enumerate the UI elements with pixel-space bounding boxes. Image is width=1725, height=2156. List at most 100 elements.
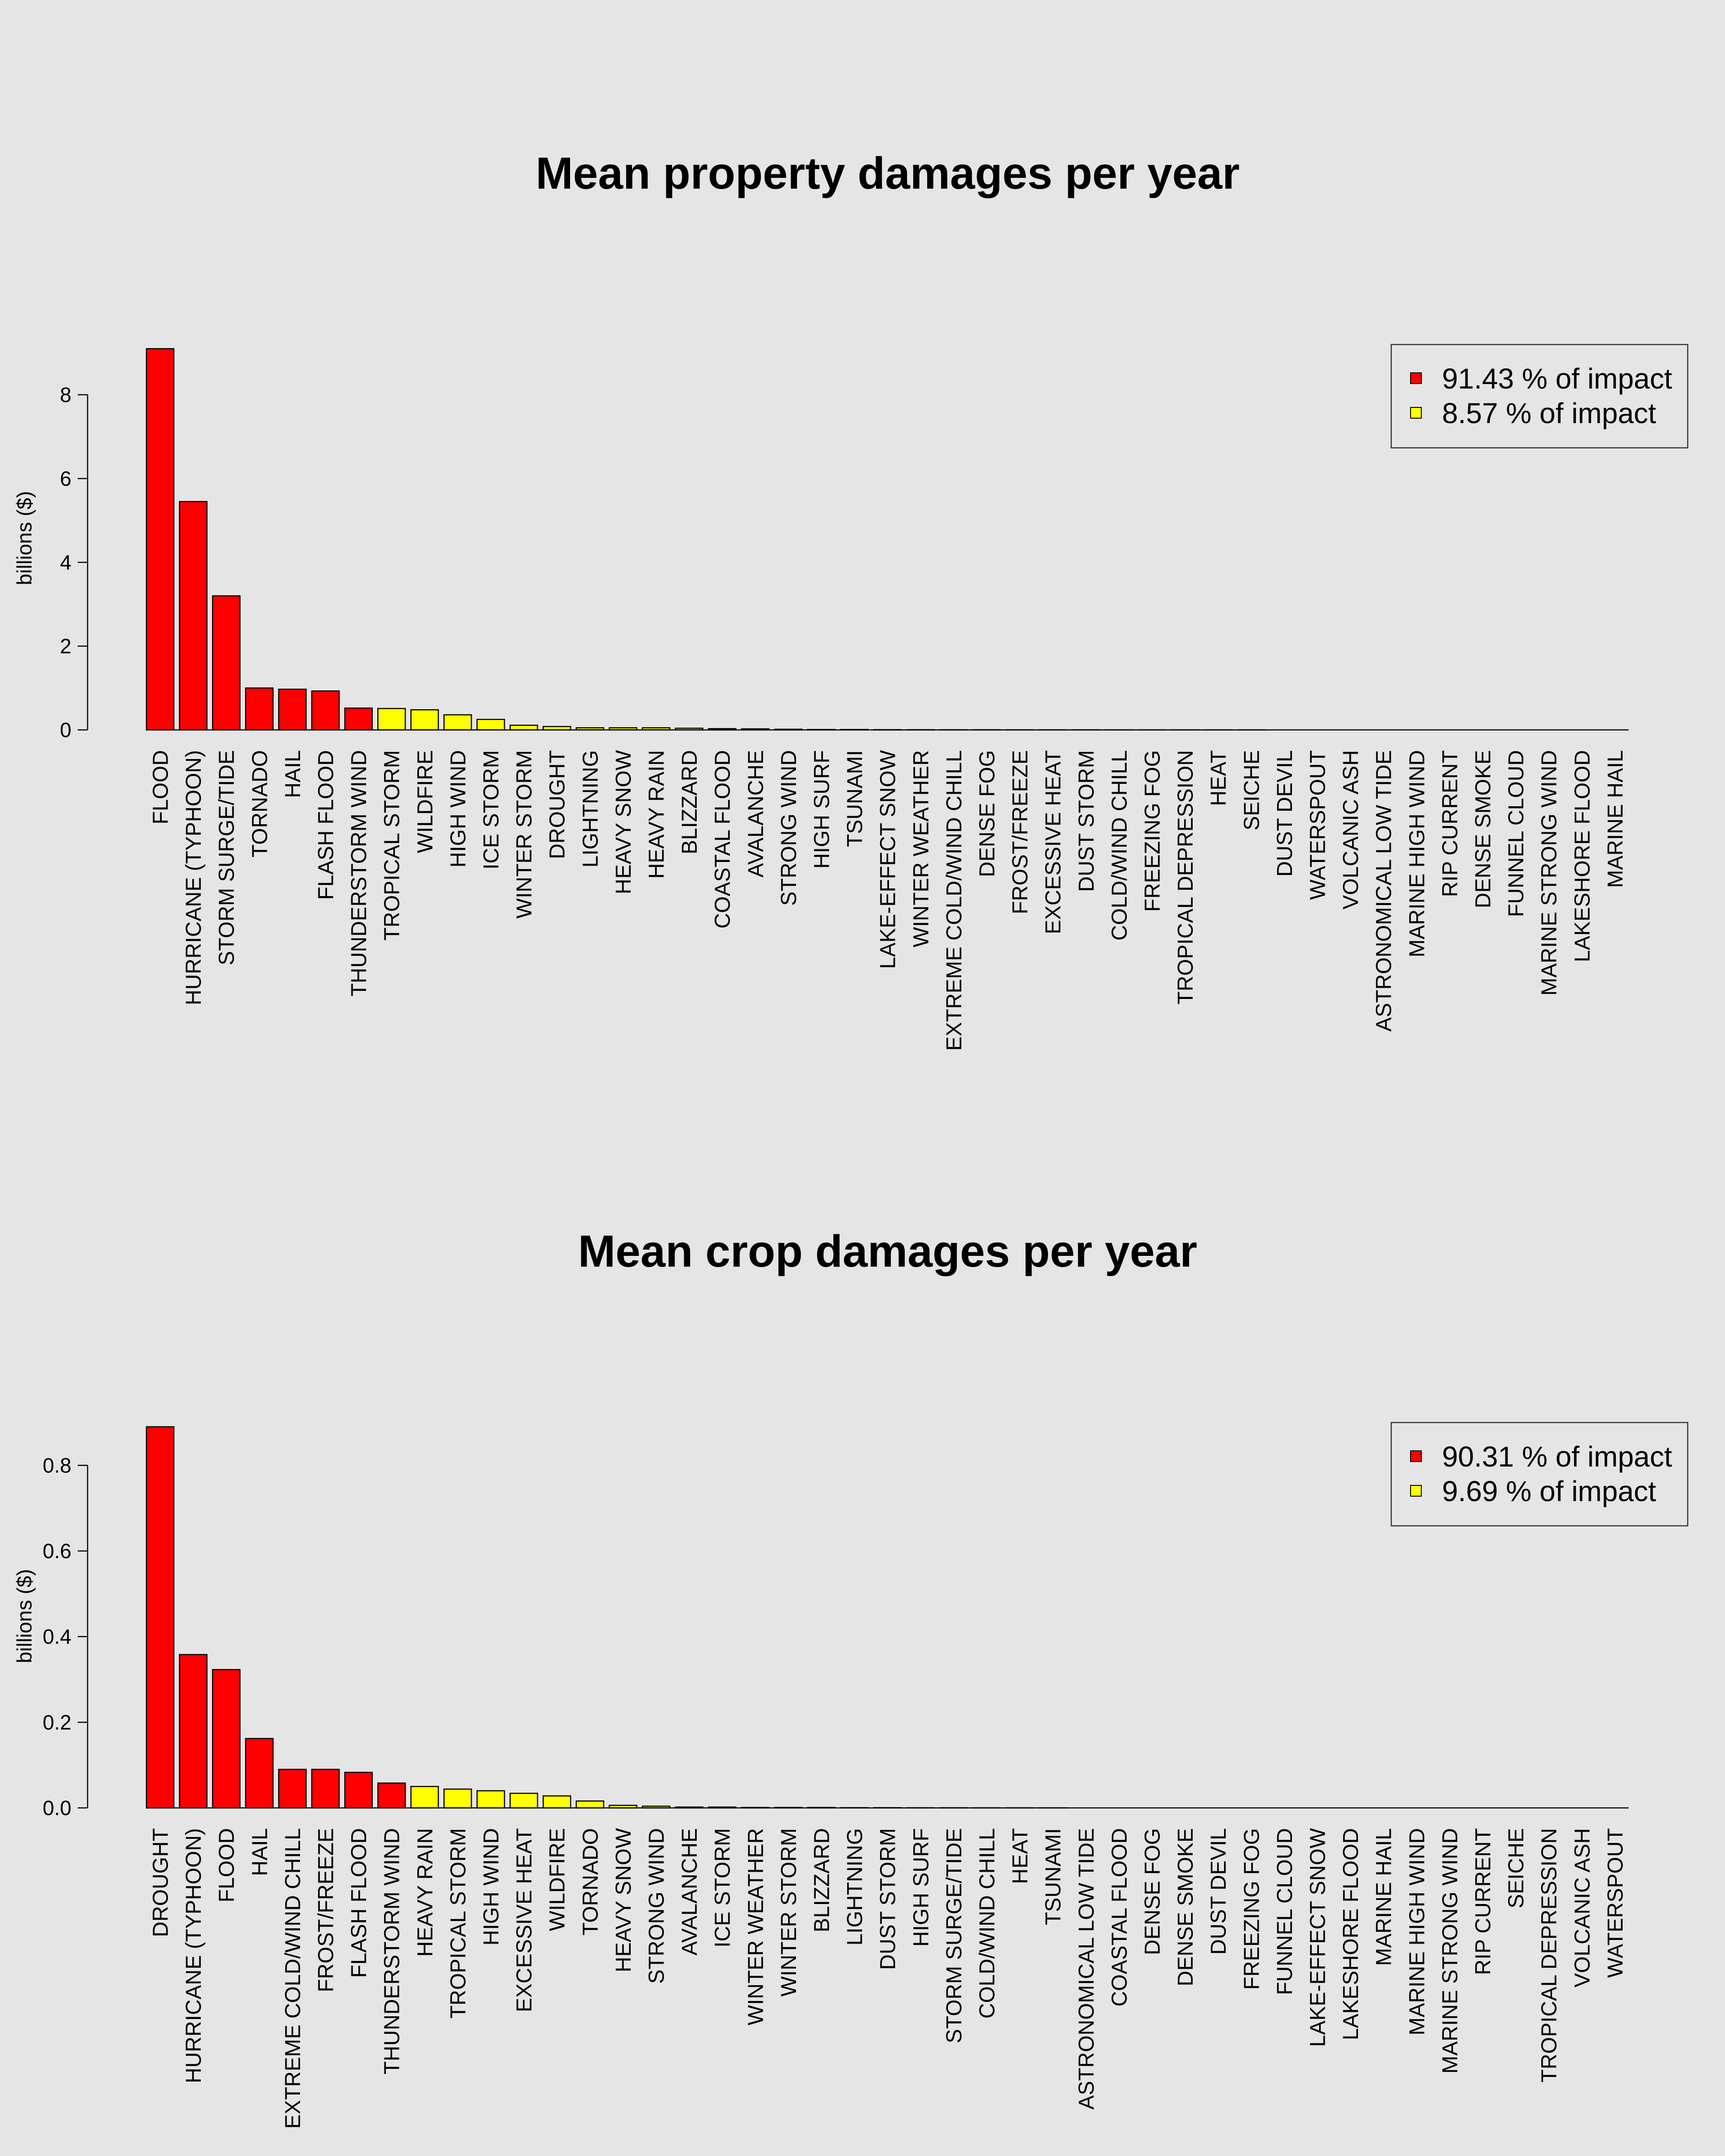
y-axis: 0 2 4 6 8 (60, 383, 88, 742)
legend-swatch-red (1410, 1450, 1422, 1462)
y-tick-label: 8 (60, 383, 71, 406)
legend: 91.43 % of impact 8.57 % of impact (1390, 344, 1689, 449)
category-label: STORM SURGE/TIDE (942, 1828, 966, 2043)
bar (344, 1772, 373, 1809)
category-label: EXTREME COLD/WIND CHILL (942, 750, 966, 1051)
y-axis: 0.0 0.2 0.4 0.6 0.8 (43, 1454, 88, 1820)
category-label: COLD/WIND CHILL (1108, 750, 1132, 941)
category-label: HAIL (248, 1828, 272, 1876)
category-label: DUST DEVIL (1273, 750, 1297, 877)
category-label: HIGH WIND (447, 750, 470, 867)
category-label: EXTREME COLD/WIND CHILL (281, 1828, 305, 2129)
legend-label: 91.43 % of impact (1442, 362, 1672, 395)
y-tick-label: 0.8 (43, 1454, 71, 1477)
category-label: HEAVY SNOW (612, 1828, 636, 1972)
category-label: MARINE HAIL (1604, 750, 1628, 888)
category-label: TORNADO (248, 750, 272, 857)
category-label: AVALANCHE (744, 750, 768, 878)
category-label: HEAT (1207, 750, 1231, 806)
y-axis-label: billions ($) (13, 1569, 36, 1663)
bar (311, 1768, 340, 1809)
category-label: MARINE STRONG WIND (1538, 750, 1561, 996)
bar-group (146, 1426, 1629, 1809)
y-axis-label: billions ($) (13, 491, 36, 585)
legend-swatch-yellow (1410, 1485, 1422, 1497)
category-label: EXCESSIVE HEAT (513, 1828, 536, 2012)
category-label: RIP CURRENT (1472, 1828, 1495, 1975)
category-label: STRONG WIND (645, 1828, 669, 1984)
bar (410, 709, 439, 731)
category-label: DUST DEVIL (1207, 1828, 1231, 1955)
category-label: DUST STORM (876, 1828, 900, 1970)
bar (575, 1800, 605, 1809)
category-label: MARINE HIGH WIND (1405, 750, 1429, 957)
bar (410, 1786, 439, 1809)
category-label: LAKE-EFFECT SNOW (876, 750, 900, 969)
category-label: TSUNAMI (843, 750, 867, 847)
category-label: HIGH WIND (480, 1828, 504, 1945)
y-tick-label: 0.4 (43, 1625, 71, 1648)
chart-title: Mean property damages per year (535, 148, 1239, 199)
category-label: TROPICAL STORM (380, 750, 404, 941)
bar (179, 1654, 208, 1809)
category-label: TSUNAMI (1042, 1828, 1066, 1925)
category-label: FROST/FREEZE (314, 1828, 338, 1992)
category-label: WINTER STORM (513, 750, 536, 919)
category-label: BLIZZARD (810, 1828, 834, 1932)
category-label: FUNNEL CLOUD (1504, 750, 1528, 917)
category-label: FUNNEL CLOUD (1273, 1828, 1297, 1995)
legend-box (1390, 1422, 1689, 1527)
category-label: COASTAL FLOOD (711, 750, 735, 928)
bar (443, 1788, 472, 1809)
category-label: WATERSPOUT (1604, 1828, 1628, 1978)
bar (278, 1768, 307, 1809)
category-label: SEICHE (1240, 750, 1264, 831)
category-label: DENSE FOG (976, 750, 1000, 877)
category-label: MARINE STRONG WIND (1438, 1828, 1462, 2074)
category-label: STRONG WIND (777, 750, 801, 906)
category-label: WATERSPOUT (1306, 750, 1330, 900)
category-label: HIGH SURF (909, 1828, 933, 1947)
bar-group (146, 348, 1629, 731)
bar (179, 501, 208, 731)
category-label: ASTRONOMICAL LOW TIDE (1372, 750, 1396, 1032)
category-label: THUNDERSTORM WIND (380, 1828, 404, 2074)
bar (245, 1738, 274, 1809)
category-label: TROPICAL DEPRESSION (1538, 1828, 1561, 2082)
category-label: TROPICAL DEPRESSION (1174, 750, 1198, 1004)
category-label: ICE STORM (711, 1828, 735, 1948)
property-damage-chart: Mean property damages per year billions … (13, 148, 1689, 1051)
legend-swatch-red (1410, 372, 1422, 384)
bar (245, 687, 274, 731)
bar (476, 719, 505, 731)
bar (377, 1782, 406, 1809)
bar (476, 1790, 505, 1809)
bar (146, 348, 175, 731)
category-label: EXCESSIVE HEAT (1042, 750, 1066, 934)
category-label: VOLCANIC ASH (1570, 1828, 1594, 1988)
category-label: DUST STORM (1075, 750, 1098, 892)
category-label: FREEZING FOG (1141, 750, 1165, 912)
category-label: WILDFIRE (413, 750, 437, 853)
category-label: HIGH SURF (810, 750, 834, 869)
category-label: DROUGHT (149, 1828, 173, 1937)
category-label: DENSE SMOKE (1174, 1828, 1198, 1986)
category-label: HEAVY SNOW (612, 750, 636, 894)
bar (509, 725, 538, 731)
category-label: WINTER STORM (777, 1828, 801, 1997)
category-label: VOLCANIC ASH (1339, 750, 1363, 910)
category-label: WINTER WEATHER (744, 1828, 768, 2025)
category-label: HAIL (281, 750, 305, 798)
category-label: SEICHE (1504, 1828, 1528, 1909)
legend-box (1390, 344, 1689, 449)
y-tick-label: 4 (60, 551, 71, 574)
category-label: MARINE HAIL (1372, 1828, 1396, 1966)
y-tick-label: 2 (60, 634, 71, 658)
bar (311, 690, 340, 731)
bar (344, 707, 373, 731)
category-label: STORM SURGE/TIDE (215, 750, 239, 965)
category-label: COASTAL FLOOD (1108, 1828, 1132, 2006)
category-label: FROST/FREEZE (1008, 750, 1032, 914)
category-label: HEAVY RAIN (413, 1828, 437, 1957)
x-axis-labels: DROUGHT HURRICANE (TYPHOON) FLOOD HAIL EXTRE… (149, 1828, 1628, 2129)
